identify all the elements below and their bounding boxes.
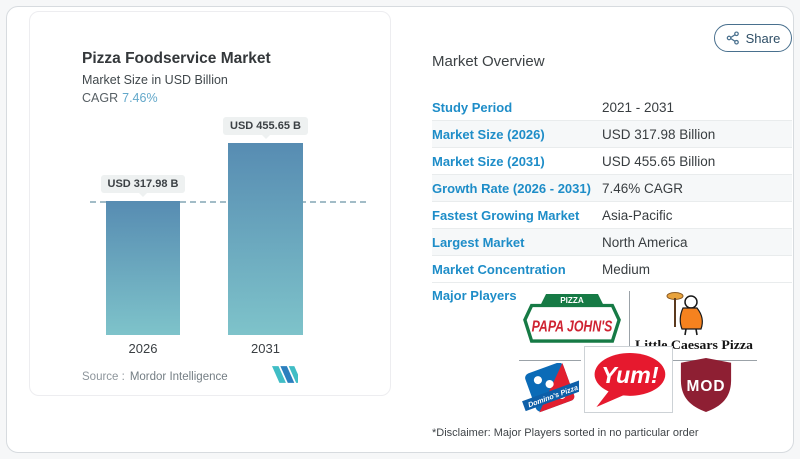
overview-row-market-concentration: Market Concentration Medium <box>432 256 792 283</box>
row-label: Study Period <box>432 99 513 115</box>
chart-subtitle: Market Size in USD Billion <box>82 73 228 87</box>
papa-johns-logo: PIZZA PAPA JOHN'S <box>523 293 621 343</box>
overview-row-growth-rate: Growth Rate (2026 - 2031) 7.46% CAGR <box>432 175 792 202</box>
row-value: 2021 - 2031 <box>602 99 675 115</box>
major-players-disclaimer: *Disclaimer: Major Players sorted in no … <box>432 427 699 439</box>
row-value: USD 317.98 Billion <box>602 126 716 142</box>
dominos-logo: Domino's Pizza <box>522 363 579 413</box>
overview-row-largest-market: Largest Market North America <box>432 229 792 256</box>
row-value: USD 455.65 Billion <box>602 153 716 169</box>
row-label: Market Size (2026) <box>432 126 545 142</box>
row-value: Asia-Pacific <box>602 207 673 223</box>
cagr-label: CAGR <box>82 91 119 105</box>
yum-logo-box: Yum! <box>584 346 673 413</box>
overview-row-fastest-growing-market: Fastest Growing Market Asia-Pacific <box>432 202 792 229</box>
row-value: Medium <box>602 261 651 277</box>
overview-row-study-period: Study Period 2021 - 2031 <box>432 94 792 121</box>
share-button[interactable]: Share <box>714 24 792 52</box>
mod-logo: MOD <box>680 357 732 413</box>
svg-text:PIZZA: PIZZA <box>560 296 584 305</box>
row-label: Market Concentration <box>432 261 566 277</box>
logo-grid-divider <box>629 291 630 353</box>
svg-text:PAPA JOHN'S: PAPA JOHN'S <box>532 318 613 335</box>
bar-2026: USD 317.98 B <box>100 175 186 335</box>
row-label: Largest Market <box>432 234 525 250</box>
share-nodes-icon <box>726 31 739 45</box>
x-tick-2026: 2026 <box>128 341 158 356</box>
row-label: Market Size (2031) <box>432 153 545 169</box>
overview-table: Study Period 2021 - 2031 Market Size (20… <box>432 94 792 283</box>
mordor-intelligence-logo-icon <box>272 366 298 383</box>
row-value: North America <box>602 234 688 250</box>
overview-row-market-size-2026: Market Size (2026) USD 317.98 Billion <box>432 121 792 148</box>
row-value: 7.46% CAGR <box>602 180 684 196</box>
source-value: Mordor Intelligence <box>129 371 228 383</box>
chart-source: Source : Mordor Intelligence <box>82 371 228 383</box>
row-label: Fastest Growing Market <box>432 207 580 223</box>
bar-2026-fill <box>106 201 180 335</box>
yum-logo: Yum! <box>594 352 665 407</box>
svg-text:Yum!: Yum! <box>601 361 659 387</box>
svg-text:MOD: MOD <box>687 378 726 395</box>
source-label: Source : <box>82 371 125 383</box>
x-tick-2031: 2031 <box>251 341 280 356</box>
major-players-label: Major Players <box>432 288 517 303</box>
bar-2026-value-badge: USD 317.98 B <box>100 175 186 193</box>
overview-row-market-size-2031: Market Size (2031) USD 455.65 Billion <box>432 148 792 175</box>
major-players-logo-grid: PIZZA PAPA JOHN'S Little Caesars Pizza <box>515 287 757 415</box>
bar-2031-value-badge: USD 455.65 B <box>223 117 308 135</box>
chart-title: Pizza Foodservice Market <box>82 50 271 67</box>
share-button-label: Share <box>745 30 781 46</box>
overview-heading: Market Overview <box>432 53 545 70</box>
bar-2031: USD 455.65 B <box>223 117 308 335</box>
market-chart-card: Pizza Foodservice Market Market Size in … <box>29 11 391 396</box>
row-label: Growth Rate (2026 - 2031) <box>432 180 591 196</box>
bar-2031-fill <box>228 143 303 335</box>
logo-grid-divider <box>519 360 581 361</box>
chart-cagr: CAGR 7.46% <box>82 91 158 105</box>
report-page: Pizza Foodservice Market Market Size in … <box>6 6 794 453</box>
cagr-value: 7.46% <box>122 91 158 105</box>
